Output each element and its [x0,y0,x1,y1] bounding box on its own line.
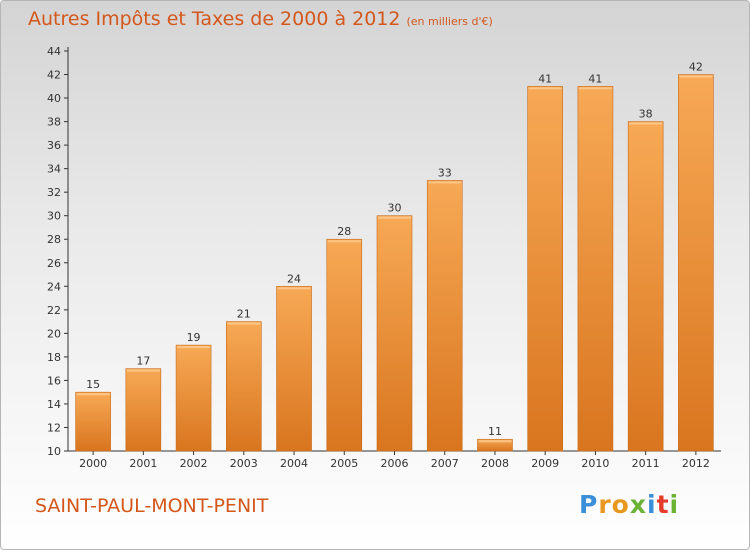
logo-letter: o [611,490,630,519]
bar [376,215,413,452]
bar-value-label: 15 [86,378,100,391]
bar-highlight [528,87,562,90]
logo-letter: i [669,490,680,519]
bar [326,238,363,452]
bar-highlight [578,87,612,90]
bar [577,85,614,452]
y-tick-label: 16 [47,374,61,387]
y-tick-label: 10 [47,445,61,458]
y-tick-label: 32 [47,186,61,199]
bar-value-label: 28 [337,225,351,238]
bar-value-label: 30 [388,202,402,215]
bar [276,285,312,452]
bar [226,321,262,452]
y-tick-label: 34 [47,163,61,176]
bar-value-label: 38 [639,108,653,121]
bar [627,121,664,452]
y-tick-label: 36 [47,139,61,152]
commune-name: SAINT-PAUL-MONT-PENIT [35,495,269,517]
bar-highlight [428,181,462,184]
x-tick-label: 2001 [129,457,157,470]
x-tick-label: 2004 [280,457,308,470]
logo-letter: i [647,490,657,519]
y-tick-label: 44 [47,45,61,58]
y-tick-label: 30 [47,210,61,223]
bar [125,368,162,452]
bar-highlight [126,369,160,372]
x-tick-label: 2008 [481,457,509,470]
bar-highlight [227,322,261,325]
x-tick-label: 2010 [581,457,609,470]
bar-value-label: 21 [237,308,251,321]
x-tick-label: 2000 [79,457,107,470]
unit-note: (en milliers d'€) [406,15,493,28]
bar-value-label: 11 [488,425,502,438]
bar-highlight [277,287,311,290]
y-tick-label: 38 [47,116,61,129]
bar-highlight [629,122,663,125]
y-tick-label: 12 [47,421,61,434]
y-tick-label: 42 [47,69,61,82]
bar-highlight [177,346,211,349]
bar-highlight [378,216,411,219]
bar-highlight [679,75,713,78]
bar-value-label: 33 [438,166,452,179]
x-tick-label: 2002 [180,457,208,470]
y-tick-label: 26 [47,257,61,270]
x-tick-label: 2006 [381,457,409,470]
logo-letter: t [656,490,670,519]
y-tick-label: 18 [47,351,61,364]
proxiti-logo: Proxiti [579,490,679,519]
bar-value-label: 24 [287,272,301,285]
bar-value-label: 41 [588,72,602,85]
x-tick-label: 2012 [682,457,710,470]
y-tick-label: 22 [47,304,61,317]
y-tick-label: 24 [47,280,61,293]
x-tick-label: 2003 [230,457,258,470]
chart-title: Autres Impôts et Taxes de 2000 à 2012 (en… [28,8,493,30]
bar [175,344,212,452]
chart-bars: 15 17 19 21 24 28 30 33 11 41 41 38 42 [75,61,714,452]
bar [527,85,563,452]
bar-value-label: 17 [136,355,150,368]
bar-highlight [76,393,110,396]
x-tick-label: 2005 [330,457,358,470]
x-tick-label: 2011 [632,457,660,470]
bar [678,74,714,452]
logo-letter: P [579,490,599,519]
x-tick-label: 2007 [431,457,459,470]
y-tick-label: 40 [47,92,61,105]
y-tick-label: 14 [47,398,61,411]
bar-value-label: 42 [689,61,703,74]
y-tick-label: 20 [47,327,61,340]
logo-letter: r [598,490,612,519]
logo-letter: x [629,490,647,519]
bar-highlight [327,240,361,243]
bar [477,438,513,452]
bar [426,180,463,452]
x-tick-label: 2009 [531,457,559,470]
y-tick-label: 28 [47,233,61,246]
bar-value-label: 19 [187,331,201,344]
chart-title-text: Autres Impôts et Taxes de 2000 à 2012 [28,8,401,30]
bar-value-label: 41 [538,72,552,85]
bar-highlight [478,440,512,443]
bar [75,391,111,452]
